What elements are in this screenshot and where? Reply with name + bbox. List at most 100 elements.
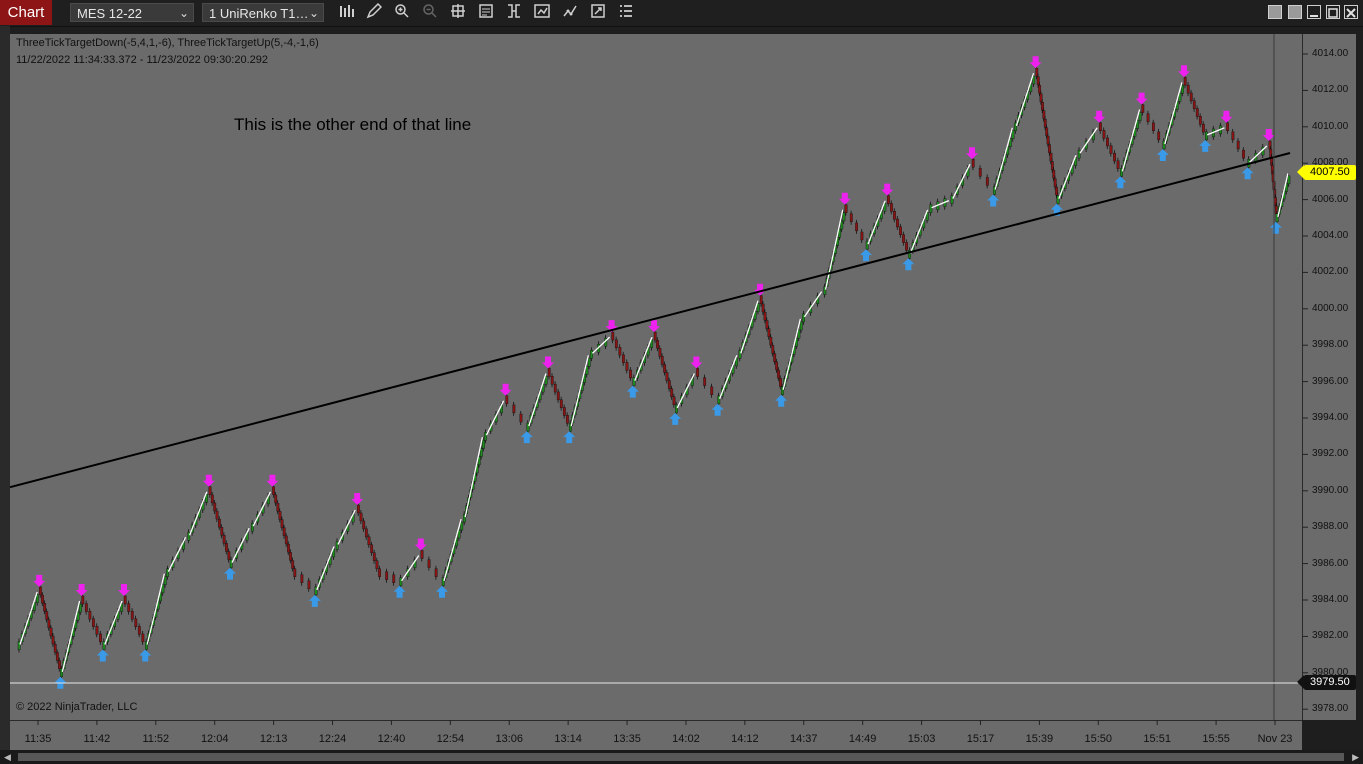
down-brick	[357, 504, 360, 514]
down-brick	[1242, 149, 1245, 159]
down-brick	[775, 361, 779, 371]
down-brick	[49, 627, 53, 637]
crosshair-icon[interactable]	[448, 3, 468, 23]
down-brick	[51, 635, 55, 645]
time-axis[interactable]	[10, 720, 1302, 751]
down-brick	[1038, 84, 1042, 94]
scrollbar-thumb[interactable]	[18, 753, 1344, 761]
down-brick	[307, 580, 311, 590]
target-up-arrow	[1199, 139, 1212, 152]
up-brick	[675, 404, 678, 414]
target-down-arrow	[838, 192, 851, 205]
down-brick	[372, 552, 376, 561]
strategies-icon[interactable]	[532, 3, 552, 23]
target-up-arrow	[563, 431, 576, 444]
down-brick	[210, 494, 214, 504]
zoom-out-icon[interactable]	[420, 3, 440, 23]
tile-window-alt-icon[interactable]	[1288, 5, 1302, 19]
down-brick	[565, 415, 569, 424]
x-tick-label: 13:06	[495, 733, 523, 745]
down-brick	[696, 368, 700, 377]
down-brick	[1195, 108, 1199, 117]
down-brick	[971, 158, 975, 168]
text-annotation[interactable]: This is the other end of that line	[234, 115, 472, 134]
down-brick	[123, 595, 127, 605]
draw-pencil-icon[interactable]	[364, 2, 384, 23]
x-tick-label: 12:13	[259, 733, 288, 745]
tile-window-icon[interactable]	[1268, 5, 1282, 19]
up-move-line	[1206, 127, 1225, 136]
down-brick	[385, 571, 389, 580]
up-move-line	[782, 318, 802, 390]
instrument-selector[interactable]: MES 12-22 ⌄	[70, 3, 194, 22]
y-tick-label: 3990.00	[1312, 484, 1349, 496]
down-brick	[227, 551, 231, 560]
x-tick-label: 15:50	[1084, 733, 1113, 745]
up-move-line	[316, 546, 335, 591]
down-brick	[1151, 122, 1155, 132]
x-tick-label: 15:39	[1025, 733, 1054, 745]
down-brick	[1116, 160, 1120, 169]
down-brick	[890, 203, 893, 212]
up-move-line	[146, 573, 166, 645]
up-move-line	[740, 300, 759, 354]
target-up-arrow	[1156, 149, 1169, 161]
y-tick-label: 3998.00	[1312, 339, 1349, 351]
x-tick-label: 12:54	[436, 733, 465, 745]
close-icon[interactable]	[1344, 5, 1358, 19]
down-brick	[1055, 186, 1058, 196]
down-brick	[55, 652, 59, 661]
down-brick	[765, 320, 769, 329]
up-brick	[1011, 130, 1015, 139]
target-up-arrow	[224, 567, 236, 580]
chart-trader-icon[interactable]	[560, 3, 580, 23]
up-move-line	[718, 355, 738, 400]
down-brick	[978, 168, 982, 177]
x-tick-label: 13:14	[554, 733, 582, 745]
templates-icon[interactable]	[588, 3, 608, 23]
bars-icon[interactable]	[337, 3, 357, 23]
indicators-icon[interactable]	[504, 3, 524, 23]
data-box-icon[interactable]	[476, 3, 496, 23]
maximize-icon[interactable]	[1326, 5, 1340, 19]
down-brick	[611, 331, 615, 341]
cursor-price-badge: 3979.50	[1304, 675, 1356, 690]
up-brick	[399, 577, 403, 586]
scroll-right-icon[interactable]: ▶	[1352, 752, 1359, 762]
down-brick	[375, 560, 379, 569]
target-down-arrow	[266, 474, 279, 487]
down-brick	[559, 399, 563, 408]
up-brick	[1136, 120, 1139, 129]
down-brick	[300, 574, 304, 583]
target-up-arrow	[860, 249, 872, 262]
properties-icon[interactable]	[616, 3, 636, 23]
down-brick	[1192, 100, 1196, 109]
up-brick	[1008, 138, 1012, 147]
chart-tab[interactable]: Chart	[0, 0, 52, 25]
bar-type-selector[interactable]: 1 UniRenko T1… ⌄	[202, 3, 324, 22]
down-brick	[860, 231, 864, 241]
target-up-arrow	[436, 585, 448, 598]
renko-bricks	[17, 65, 1291, 680]
up-brick	[823, 286, 827, 295]
price-axis[interactable]	[1302, 34, 1356, 720]
up-brick	[144, 641, 148, 650]
target-up-arrow	[1269, 221, 1282, 234]
scroll-left-icon[interactable]: ◀	[4, 752, 11, 762]
up-brick	[1056, 195, 1060, 204]
up-brick	[187, 532, 191, 541]
down-brick	[663, 364, 667, 373]
up-move-line	[337, 509, 356, 545]
target-down-arrow	[414, 538, 427, 551]
target-down-arrow	[1178, 65, 1190, 78]
current-price-badge: 4007.50	[1304, 165, 1356, 180]
down-brick	[58, 660, 61, 669]
down-brick	[1198, 116, 1202, 125]
zoom-in-icon[interactable]	[392, 3, 412, 23]
up-brick	[1014, 122, 1018, 132]
minimize-icon[interactable]	[1307, 5, 1321, 19]
down-brick	[208, 486, 212, 495]
horizontal-scrollbar[interactable]: ◀ ▶	[0, 750, 1363, 764]
target-down-arrow	[33, 574, 46, 587]
down-brick	[660, 356, 664, 365]
